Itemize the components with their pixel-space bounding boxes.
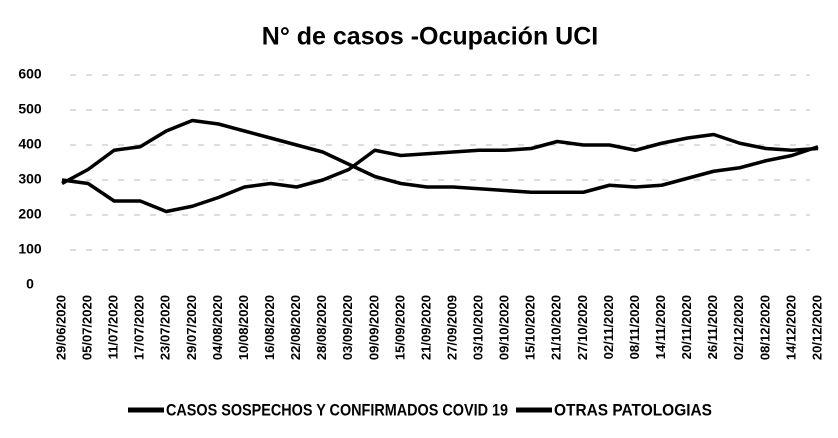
y-tick-label: 0 xyxy=(26,276,34,292)
x-tick-label: 15/09/2020 xyxy=(392,295,407,360)
y-tick-label: 200 xyxy=(18,206,42,222)
x-tick-label: 20/12/2020 xyxy=(809,295,824,360)
x-tick-label: 02/12/2020 xyxy=(731,295,746,360)
x-tick-label: 15/10/2020 xyxy=(523,295,538,360)
x-tick-label: 29/06/2020 xyxy=(53,295,68,360)
x-tick-label: 27/10/2020 xyxy=(575,295,590,360)
x-tick-label: 10/08/2020 xyxy=(236,295,251,360)
x-tick-label: 02/11/2020 xyxy=(601,295,616,359)
x-tick-label: 09/09/2020 xyxy=(366,295,381,360)
x-tick-label: 22/08/2020 xyxy=(288,295,303,360)
x-tick-label: 21/09/2020 xyxy=(418,295,433,360)
x-tick-label: 23/07/2020 xyxy=(158,295,173,360)
x-tick-label: 26/11/2020 xyxy=(705,295,720,359)
x-tick-label: 21/10/2020 xyxy=(549,295,564,360)
series-line xyxy=(61,118,819,194)
x-tick-label: 11/07/2020 xyxy=(106,295,121,359)
x-tick-label: 29/07/2020 xyxy=(184,295,199,360)
legend-label: OTRAS PATOLOGIAS xyxy=(554,400,712,419)
x-tick-label: 03/10/2020 xyxy=(471,295,486,360)
y-tick-label: 100 xyxy=(18,241,42,257)
x-tick-label: 04/08/2020 xyxy=(210,295,225,360)
x-tick-label: 14/12/2020 xyxy=(783,295,798,360)
x-tick-label: 03/09/2020 xyxy=(340,295,355,360)
x-tick-label: 28/08/2020 xyxy=(314,295,329,360)
x-tick-label: 08/12/2020 xyxy=(757,295,772,360)
x-tick-label: 27/09/2009 xyxy=(444,295,459,360)
y-tick-label: 600 xyxy=(18,66,42,82)
x-tick-label: 17/07/2020 xyxy=(132,295,147,360)
x-tick-label: 09/10/2020 xyxy=(497,295,512,360)
x-tick-label: 08/11/2020 xyxy=(627,295,642,359)
x-tick-label: 20/11/2020 xyxy=(679,295,694,359)
legend-label: CASOS SOSPECHOS Y CONFIRMADOS COVID 19 xyxy=(166,400,508,419)
y-tick-label: 300 xyxy=(18,171,42,187)
y-tick-label: 500 xyxy=(18,101,42,117)
y-tick-label: 400 xyxy=(18,136,42,152)
series-line xyxy=(61,132,819,214)
chart-title: N° de casos -Ocupación UCI xyxy=(262,23,598,51)
x-tick-label: 05/07/2020 xyxy=(80,295,95,360)
x-tick-label: 16/08/2020 xyxy=(262,295,277,360)
x-tick-label: 14/11/2020 xyxy=(653,295,668,359)
